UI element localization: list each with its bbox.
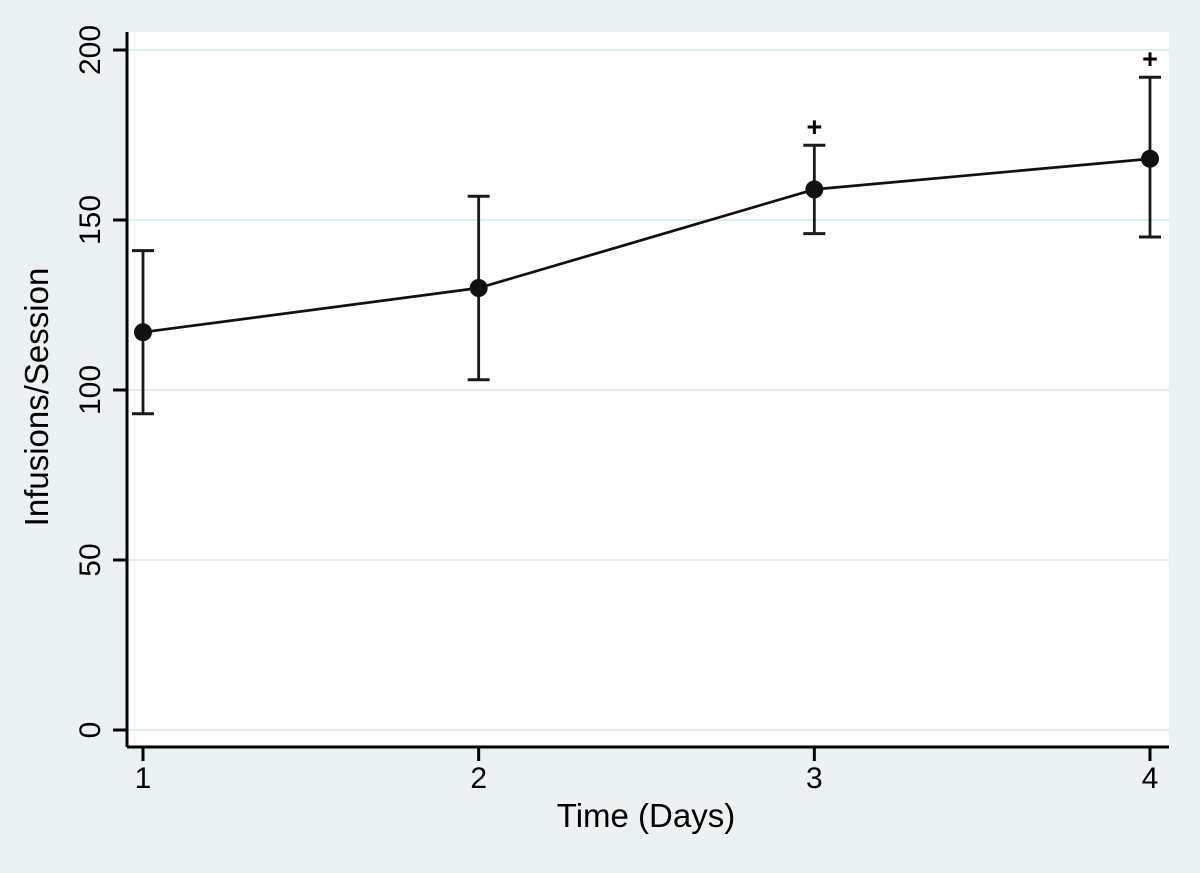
- significance-marker: +: [806, 112, 822, 142]
- series-line: [142, 157, 1151, 334]
- y-tick-label: 200: [74, 25, 107, 75]
- data-point: [469, 279, 488, 297]
- y-axis-title: Infusions/Session: [18, 268, 55, 527]
- x-tick-label: 1: [135, 762, 152, 795]
- y-tick-label: 150: [74, 195, 107, 245]
- data-point: [1141, 149, 1159, 168]
- y-tick-label: 50: [74, 543, 107, 576]
- data-series: ++: [132, 44, 1161, 416]
- data-point: [805, 180, 824, 199]
- significance-marker: +: [1142, 44, 1158, 74]
- data-point: [134, 323, 152, 342]
- y-tick-label: 100: [74, 365, 107, 415]
- x-tick-label: 3: [806, 762, 823, 795]
- x-tick-label: 4: [1142, 762, 1159, 795]
- x-axis-title: Time (Days): [557, 797, 735, 834]
- y-tick-label: 0: [74, 722, 107, 739]
- axes: 0 50 100 150 200 1 2 3 4: [74, 25, 1169, 795]
- x-tick-label: 2: [470, 762, 487, 795]
- gridlines: [127, 49, 1169, 731]
